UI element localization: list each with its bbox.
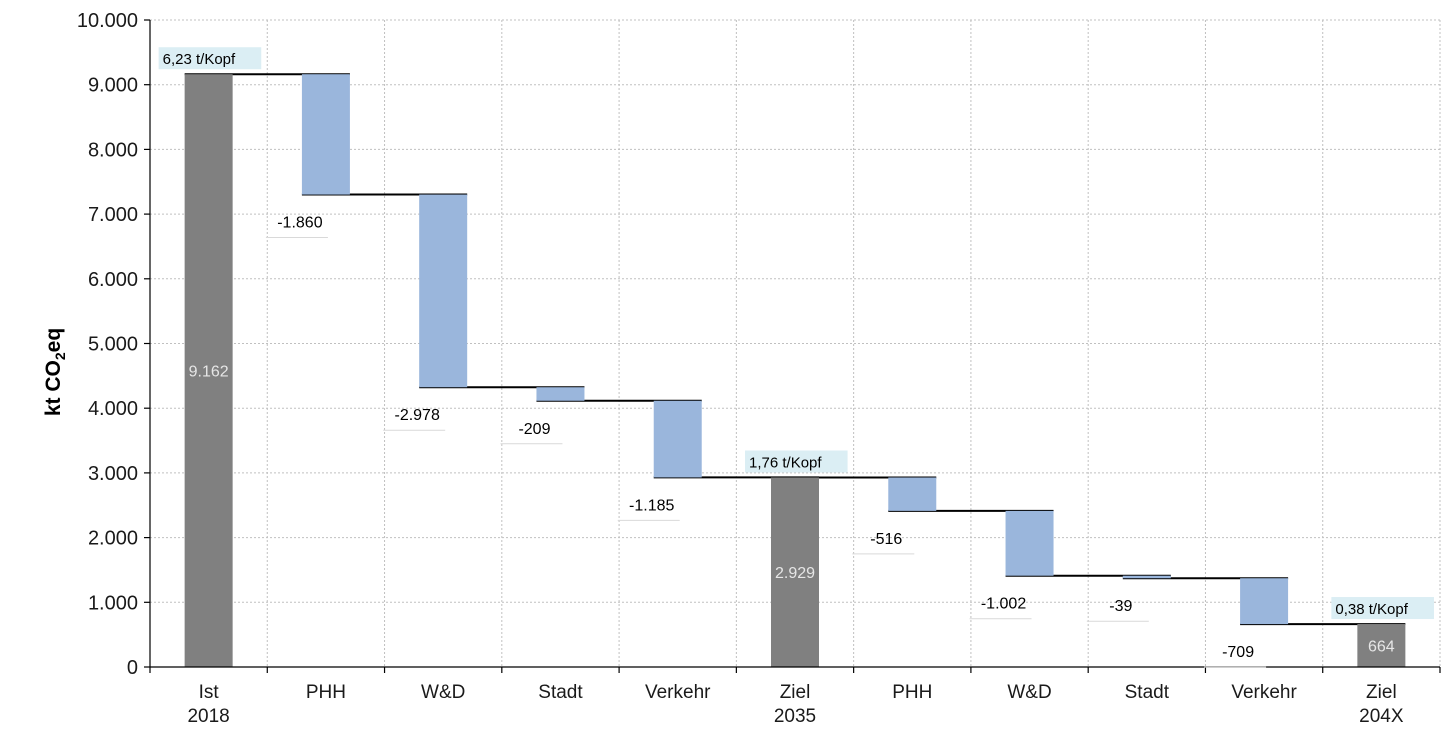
x-tick-label: W&D: [1007, 682, 1051, 703]
bar-delta: [419, 194, 468, 388]
y-tick-label: 1.000: [88, 592, 138, 614]
bar-delta: [301, 74, 350, 195]
bar-delta: [1122, 575, 1171, 579]
x-tick-label: 2018: [187, 706, 229, 727]
bar-layer: [184, 74, 1406, 667]
bar-delta: [653, 400, 702, 478]
y-tick-label: 4.000: [88, 398, 138, 420]
bar-value-label: -1.185: [629, 497, 674, 514]
per-capita-annotation-box: [745, 450, 848, 473]
bar-delta: [1005, 510, 1054, 576]
per-capita-annotation: 1,76 t/Kopf: [749, 454, 822, 471]
y-axis-title-tail: eq: [42, 328, 65, 353]
x-tick-label: Verkehr: [645, 682, 711, 703]
y-tick-label: 6.000: [88, 269, 138, 291]
bar-value-label: -709: [1222, 644, 1254, 661]
y-axis-title: kt CO2eq: [42, 328, 68, 416]
per-capita-annotation-box: [158, 47, 262, 70]
bar-value-label: -1.002: [981, 596, 1026, 613]
x-tick-label: 2035: [774, 706, 816, 727]
bar-delta: [888, 477, 937, 511]
bar-value-label: -39: [1109, 598, 1132, 615]
per-capita-annotation-box: [1331, 597, 1434, 620]
x-tick-label: PHH: [306, 682, 346, 703]
per-capita-annotation: 0,38 t/Kopf: [1335, 601, 1408, 618]
y-tick-label: 2.000: [88, 528, 138, 550]
label-layer: 0 1.000 2.000 3.000 4.000 5.000 6.000 7.000 8.00…: [77, 10, 1434, 727]
x-tick-label: Ist: [199, 682, 220, 703]
y-axis-title-main: kt CO: [42, 360, 65, 416]
y-tick-label: 7.000: [88, 204, 138, 226]
x-tick-label: Stadt: [1125, 682, 1170, 703]
y-axis-title-subscript: 2: [52, 352, 68, 360]
x-tick-label: Ziel: [780, 682, 811, 703]
bar-total: [1357, 624, 1406, 667]
bar-total: [771, 477, 819, 667]
y-tick-label: 0: [127, 657, 138, 679]
x-tick-label: Verkehr: [1231, 682, 1297, 703]
bar-delta: [1240, 578, 1289, 625]
y-tick-label: 5.000: [88, 334, 138, 356]
x-tick-label: Ziel: [1366, 682, 1397, 703]
x-tick-label: PHH: [892, 682, 932, 703]
bar-value-label: -516: [870, 531, 902, 548]
bar-value-label: -209: [518, 421, 550, 438]
bar-value-label: 2.929: [775, 565, 815, 582]
y-tick-label: 8.000: [88, 139, 138, 161]
bar-value-label: 9.162: [189, 364, 229, 381]
y-tick-label: 3.000: [88, 463, 138, 485]
per-capita-annotation: 6,23 t/Kopf: [163, 51, 236, 68]
bar-total: [184, 74, 233, 667]
x-tick-label: W&D: [421, 682, 465, 703]
x-tick-label: Stadt: [538, 682, 583, 703]
bar-value-label: -2.978: [394, 407, 439, 424]
x-tick-label: 204X: [1359, 706, 1404, 727]
bar-value-label: -1.860: [277, 215, 322, 232]
bar-delta: [536, 387, 585, 401]
y-tick-label: 10.000: [77, 10, 138, 32]
bar-value-label: 664: [1368, 639, 1395, 656]
y-tick-label: 9.000: [88, 75, 138, 97]
